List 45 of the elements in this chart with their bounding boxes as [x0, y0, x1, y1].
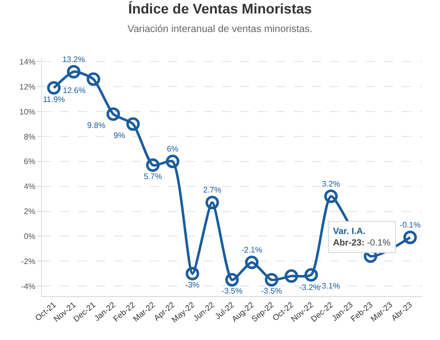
y-tick-label: 8%: [24, 132, 36, 142]
point: [205, 196, 219, 210]
point: [284, 269, 298, 283]
point: [166, 154, 180, 168]
point: [106, 107, 120, 121]
y-tick-label: -2%: [21, 256, 36, 266]
point: [245, 256, 259, 270]
point: [186, 266, 200, 280]
y-tick-label: 4%: [24, 182, 36, 192]
annotation: Var. I.A. Abr-23: -0.1%: [333, 226, 391, 248]
point: [304, 268, 318, 282]
point: [403, 230, 417, 244]
data-label: -2.1%: [241, 245, 262, 254]
data-label: -3%: [185, 280, 200, 290]
chart-subtitle: Variación interanual de ventas minoristas.: [128, 24, 312, 35]
data-label: 9%: [114, 130, 126, 140]
y-tick-label: 10%: [19, 107, 36, 116]
data-label: 9.8%: [87, 120, 106, 130]
data-label: 2.7%: [203, 186, 222, 195]
y-tick-label: 2%: [24, 207, 36, 216]
point: [66, 64, 80, 78]
data-label: 6%: [166, 144, 178, 154]
data-label: 13.2%: [62, 54, 86, 64]
y-tick-label: 14%: [19, 58, 36, 67]
data-label: -3.5%: [222, 286, 242, 296]
data-label: -3.2%: [299, 282, 320, 292]
point: [146, 158, 160, 172]
chart-title: Índice de Ventas Minoristas: [128, 0, 312, 17]
data-label: 11.9%: [42, 94, 65, 104]
point: [225, 273, 239, 287]
y-tick-label: 6%: [24, 157, 36, 166]
point: [126, 117, 140, 131]
point: [47, 81, 61, 95]
data-label: 3.2%: [322, 179, 340, 188]
data-label: -3.5%: [261, 286, 282, 296]
point: [264, 273, 278, 287]
data-label: 12.6%: [62, 86, 86, 96]
y-tick-label: 0%: [24, 232, 36, 241]
point: [86, 72, 100, 86]
y-tick-label: 12%: [19, 82, 36, 92]
data-label: -3.1%: [319, 282, 340, 291]
point: [324, 190, 338, 204]
data-label: 5.7%: [144, 172, 162, 182]
y-tick-label: -4%: [21, 282, 36, 291]
data-label: -0.1%: [400, 220, 421, 230]
